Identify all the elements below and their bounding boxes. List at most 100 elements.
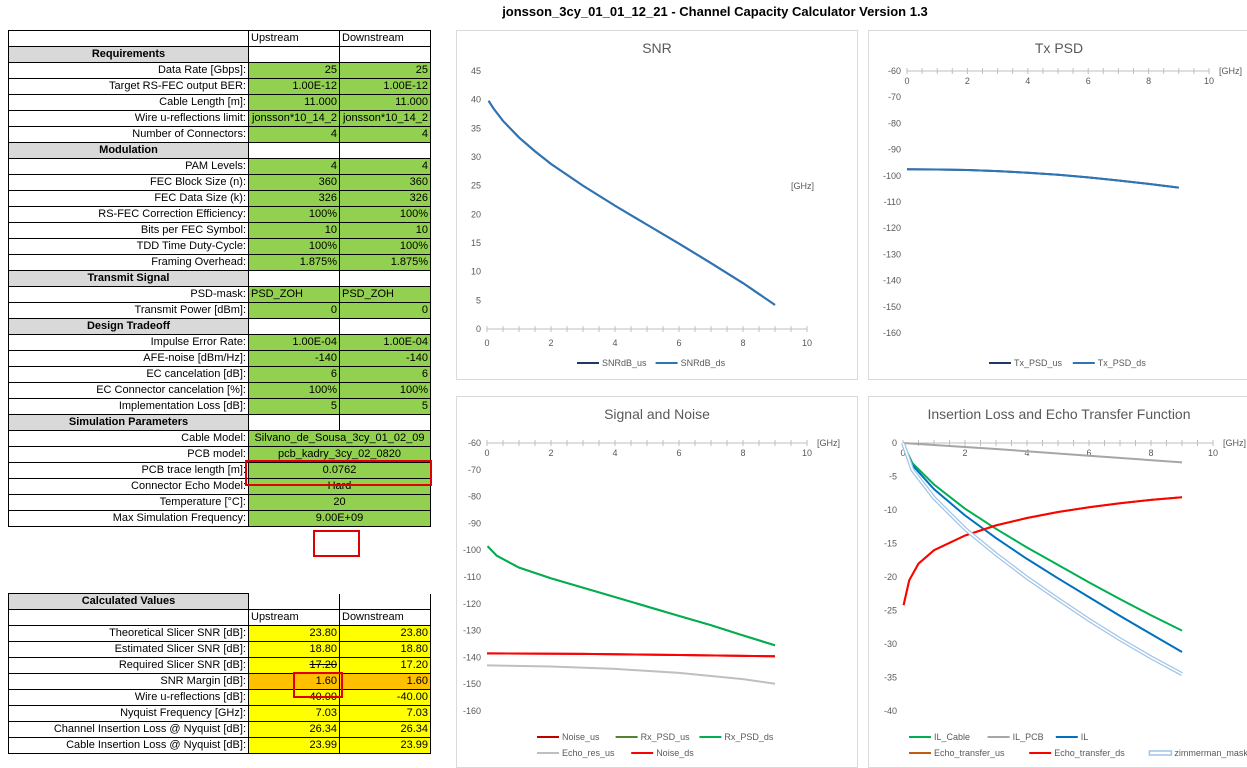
param-upstream-value[interactable]: 10 [248,222,340,239]
param-downstream-value[interactable]: 5 [339,398,431,415]
upstream-header: Upstream [248,609,340,626]
sim-value[interactable]: 9.00E+09 [248,510,431,527]
param-upstream-value[interactable]: 1.875% [248,254,340,271]
param-downstream-value[interactable]: -140 [339,350,431,367]
calc-upstream-value: 1.60 [248,673,340,690]
chart-title: Signal and Noise [604,406,710,422]
param-downstream-value[interactable]: 100% [339,238,431,255]
y-tick-label: -80 [468,492,481,502]
param-downstream-value[interactable]: 4 [339,158,431,175]
sim-value[interactable]: 0.0762 [248,462,431,479]
page-title: jonsson_3cy_01_01_12_21 - Channel Capaci… [502,4,928,19]
param-downstream-value[interactable]: 1.00E-12 [339,78,431,95]
x-tick-label: 0 [484,338,489,348]
section-simulation: Simulation Parameters [8,414,249,431]
chart-svg: Tx PSD -60 -70 -80 -90 -100 -110 -120 -130 -140 -1… [883,40,1242,368]
y-tick-label: -10 [884,505,897,515]
section-fill [339,318,431,335]
calc-row: Theoretical Slicer SNR [dB]: 23.80 23.80 [8,625,431,642]
x-tick-label: 4 [612,338,617,348]
param-upstream-value[interactable]: 100% [248,238,340,255]
param-upstream-value[interactable]: 1.00E-04 [248,334,340,351]
y-tick-label: 30 [471,152,481,162]
param-row: PAM Levels: 4 4 [8,158,431,175]
param-row: Implementation Loss [dB]: 5 5 [8,398,431,415]
param-upstream-value[interactable]: 100% [248,382,340,399]
legend-label: Echo_transfer_us [934,748,1005,758]
section-row: Requirements [8,46,431,63]
param-downstream-value[interactable]: 360 [339,174,431,191]
param-upstream-value[interactable]: 4 [248,126,340,143]
param-downstream-value[interactable]: 4 [339,126,431,143]
param-row: Transmit Power [dBm]: 0 0 [8,302,431,319]
param-upstream-value[interactable]: 0 [248,302,340,319]
section-fill [339,414,431,431]
sim-value[interactable]: 20 [248,494,431,511]
legend-label: Noise_us [562,732,600,742]
param-upstream-value[interactable]: PSD_ZOH [248,286,340,303]
x-tick-label: 6 [676,448,681,458]
param-downstream-value[interactable]: 10 [339,222,431,239]
calc-downstream-value: 23.99 [339,737,431,754]
x-tick-label: 4 [1024,448,1029,458]
downstream-header: Downstream [339,609,431,626]
param-label: AFE-noise [dBm/Hz]: [8,350,249,367]
param-downstream-value[interactable]: 1.875% [339,254,431,271]
param-upstream-value[interactable]: jonsson*10_14_2 [248,110,340,127]
param-upstream-value[interactable]: 326 [248,190,340,207]
sim-value[interactable]: pcb_kadry_3cy_02_0820 [248,446,431,463]
calc-upstream-value: 18.80 [248,641,340,658]
param-upstream-value[interactable]: 25 [248,62,340,79]
param-downstream-value[interactable]: 1.00E-04 [339,334,431,351]
tx-psd-chart: Tx PSD -60 -70 -80 -90 -100 -110 -120 -130 -140 -1… [868,30,1247,380]
calc-row: Cable Insertion Loss @ Nyquist [dB]: 23.9… [8,737,431,754]
blank-header [8,609,249,626]
sim-row: Max Simulation Frequency: 9.00E+09 [8,510,431,527]
sim-row: PCB trace length [m]: 0.0762 [8,462,431,479]
calc-upstream-value: 26.34 [248,721,340,738]
x-tick-label: 6 [676,338,681,348]
param-downstream-value[interactable]: 11.000 [339,94,431,111]
param-downstream-value[interactable]: 25 [339,62,431,79]
section-fill [339,593,431,610]
param-downstream-value[interactable]: PSD_ZOH [339,286,431,303]
param-downstream-value[interactable]: jonsson*10_14_2 [339,110,431,127]
param-upstream-value[interactable]: 360 [248,174,340,191]
param-downstream-value[interactable]: 0 [339,302,431,319]
y-tick-label: -120 [463,599,481,609]
y-tick-label: -160 [463,706,481,716]
sim-label: Max Simulation Frequency: [8,510,249,527]
sim-value[interactable]: Hard [248,478,431,495]
param-upstream-value[interactable]: 5 [248,398,340,415]
param-upstream-value[interactable]: 1.00E-12 [248,78,340,95]
param-label: PAM Levels: [8,158,249,175]
param-downstream-value[interactable]: 6 [339,366,431,383]
calc-downstream-value: 18.80 [339,641,431,658]
legend-label: IL_PCB [1013,732,1044,742]
y-tick-label: -30 [884,639,897,649]
y-tick-label: -100 [463,545,481,555]
y-tick-label: -110 [464,572,481,582]
param-row: Framing Overhead: 1.875% 1.875% [8,254,431,271]
sim-value[interactable]: Silvano_de_Sousa_3cy_01_02_09 [248,430,431,447]
sim-row: Connector Echo Model: Hard [8,478,431,495]
y-tick-label: -80 [888,118,901,128]
blank-header [8,30,249,47]
param-downstream-value[interactable]: 326 [339,190,431,207]
y-tick-label: -120 [883,223,901,233]
param-upstream-value[interactable]: -140 [248,350,340,367]
y-tick-label: -70 [468,465,481,475]
param-upstream-value[interactable]: 11.000 [248,94,340,111]
param-downstream-value[interactable]: 100% [339,382,431,399]
param-upstream-value[interactable]: 6 [248,366,340,383]
legend-label: Echo_transfer_ds [1054,748,1125,758]
series-line [902,442,1183,653]
param-upstream-value[interactable]: 4 [248,158,340,175]
param-upstream-value[interactable]: 100% [248,206,340,223]
y-tick-label: 25 [471,181,481,191]
calc-downstream-value: 7.03 [339,705,431,722]
param-downstream-value[interactable]: 100% [339,206,431,223]
section-fill [248,414,340,431]
y-tick-label: -130 [883,249,901,259]
series-line [902,442,1183,632]
